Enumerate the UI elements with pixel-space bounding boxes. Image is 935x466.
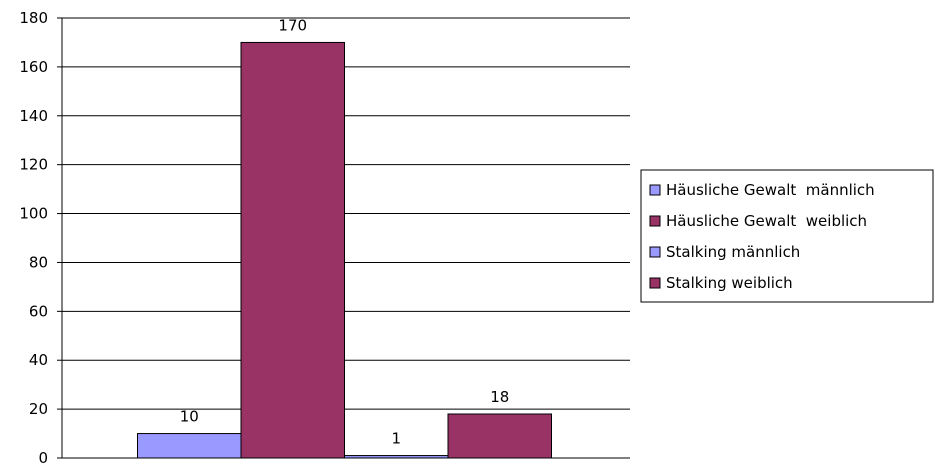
y-tick-label: 80	[29, 253, 48, 271]
y-tick-label: 120	[19, 156, 48, 174]
y-tick-label: 180	[19, 9, 48, 27]
bar-value-label: 18	[490, 388, 509, 406]
y-tick-label: 20	[29, 400, 48, 418]
data-labels: 10 170 1 18	[180, 16, 510, 447]
gridlines	[62, 17, 630, 459]
bar-value-label: 1	[391, 430, 401, 448]
bar-2	[240, 41, 345, 459]
legend-swatch	[649, 184, 661, 196]
y-tick-label: 40	[29, 351, 48, 369]
bar-value-label: 10	[180, 408, 199, 426]
bar-1	[137, 433, 242, 459]
y-tick-label: 160	[19, 58, 48, 76]
y-tick-label: 0	[38, 449, 48, 466]
legend-swatch	[649, 215, 661, 227]
bar-value-label: 170	[278, 16, 307, 34]
legend-label: Häusliche Gewalt weiblich	[666, 212, 867, 230]
legend-swatch	[649, 277, 661, 289]
legend: Häusliche Gewalt männlich Häusliche Gewal…	[640, 169, 934, 303]
legend-box	[640, 169, 934, 303]
legend-label: Stalking männlich	[666, 243, 800, 261]
y-tick-label: 100	[19, 205, 48, 223]
y-axis-ticks: 0 20 40 60 80 100 120 140 160 180	[19, 9, 62, 466]
y-tick-label: 140	[19, 107, 48, 125]
bar-4	[447, 413, 552, 459]
y-tick-label: 60	[29, 302, 48, 320]
legend-swatch	[649, 246, 661, 258]
legend-label: Stalking weiblich	[666, 274, 793, 292]
bars	[137, 41, 552, 459]
legend-label: Häusliche Gewalt männlich	[666, 181, 875, 199]
